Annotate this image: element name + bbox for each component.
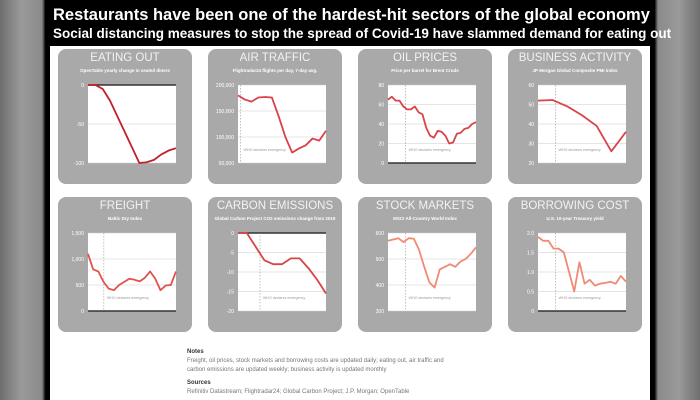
chart-card-air-traffic: AIR TRAFFIC Flightradar24 flights per day… (208, 49, 342, 184)
chart-subtitle: Flightradar24 flights per day, 7-day avg… (232, 68, 318, 73)
series-line (87, 253, 177, 292)
y-tick-label: 20 (528, 161, 534, 167)
chart-title: BORROWING COST (520, 200, 630, 212)
y-tick-label: -10 (227, 270, 234, 276)
chart-subtitle: Price per barrel for Brent Crude (391, 68, 459, 73)
y-tick-label: 80 (378, 83, 384, 89)
chart-svg: 1,500 1,000 500 0 WHO declares emergency (71, 231, 177, 315)
chart-panel: EATING OUT OpenTable yearly change in sea… (50, 46, 650, 400)
y-tick-label: 1,000 (71, 257, 84, 263)
y-tick-label: 50,000 (219, 161, 235, 167)
emergency-label: WHO declares emergency (263, 296, 305, 300)
chart-card-carbon-emissions: CARBON EMISSIONS Global Carbon Project CO… (208, 197, 342, 332)
y-tick-label: 0.5 (527, 290, 534, 296)
chart-subtitle: MSCI All-Country World Index (393, 216, 457, 221)
chart-svg: 0 -50 -100 (74, 83, 177, 167)
y-tick-label: 0 (531, 309, 534, 315)
chart-subtitle: OpenTable yearly change in seated diners (80, 68, 170, 73)
chart-subtitle: U.S. 10-year Treasury yield (546, 216, 604, 221)
chart-svg: 60 50 40 30 20 WHO declares emergency (528, 83, 627, 167)
chart-card-eating-out: EATING OUT OpenTable yearly change in sea… (58, 49, 192, 184)
y-tick-label: 1,500 (71, 231, 84, 237)
series-line (237, 94, 327, 154)
chart-subtitle: Global Carbon Project CO2 emissions chan… (214, 216, 336, 221)
y-tick-label: 50 (528, 103, 534, 109)
chart-svg: 2.0 1.5 1.0 0.5 0 WHO declares emergency (527, 231, 627, 315)
emergency-label: WHO declares emergency (244, 148, 286, 152)
notes-line: Freight, oil prices, stock markets and b… (187, 358, 444, 364)
y-tick-label: -5 (230, 251, 235, 257)
y-tick-label: 1.0 (527, 270, 534, 276)
chart-svg: 200,000 150,000 100,000 50,000 WHO declares … (216, 83, 327, 167)
y-tick-label: -50 (77, 122, 84, 128)
chart-subtitle: Baltic Dry Index (107, 216, 142, 221)
notes: Notes Freight, oil prices, stock markets… (187, 348, 444, 397)
chart-svg: 0 -5 -10 -15 -20 WHO declares emergency (227, 231, 327, 315)
chart-title: BUSINESS ACTIVITY (518, 52, 632, 64)
y-tick-label: 150,000 (216, 109, 234, 115)
y-tick-label: 0 (81, 83, 84, 89)
chart-title: AIR TRAFFIC (239, 52, 311, 64)
emergency-label: WHO declares emergency (409, 296, 451, 300)
y-tick-label: 1.5 (527, 251, 534, 257)
y-tick-label: 60 (378, 103, 384, 109)
page-title: Restaurants have been one of the hardest… (53, 6, 650, 24)
chart-card-stock-markets: STOCK MARKETS MSCI All-Country World Inde… (358, 197, 492, 332)
y-tick-label: 100,000 (216, 135, 234, 141)
y-tick-label: 2.0 (527, 231, 534, 237)
y-tick-label: 60 (528, 83, 534, 89)
y-tick-label: -100 (74, 161, 84, 167)
series-line (387, 237, 477, 289)
chart-card-freight: FREIGHT Baltic Dry Index 1,500 1,000 500 0 WHO… (58, 197, 192, 332)
y-tick-label: 30 (528, 142, 534, 148)
y-tick-label: -20 (227, 309, 234, 315)
notes-heading: Notes (187, 349, 204, 355)
y-tick-label: 400 (376, 283, 385, 289)
emergency-label: WHO declares emergency (559, 296, 601, 300)
y-tick-label: 500 (76, 283, 85, 289)
y-tick-label: 0 (81, 309, 84, 315)
y-tick-label: -15 (227, 290, 234, 296)
series-line (387, 95, 477, 145)
chart-svg: 80 60 40 20 0 WHO declares emergency (378, 83, 477, 167)
chart-card-business-activity: BUSINESS ACTIVITY JP Morgan Global Compos… (508, 49, 642, 184)
chart-card-oil-prices: OIL PRICES Price per barrel for Brent Cru… (358, 49, 492, 184)
y-tick-label: 20 (378, 142, 384, 148)
page-subtitle: Social distancing measures to stop the s… (53, 26, 672, 41)
plot-area (88, 233, 176, 311)
y-tick-label: 0 (231, 231, 234, 237)
y-tick-label: 40 (378, 122, 384, 128)
y-tick-label: 600 (376, 231, 385, 237)
sources-text: Refinitiv Datastream; Flightradar24; Glo… (187, 389, 410, 395)
emergency-label: WHO declares emergency (409, 148, 451, 152)
chart-title: FREIGHT (99, 200, 151, 212)
plot-area (388, 233, 476, 311)
y-tick-label: 40 (528, 122, 534, 128)
chart-title: STOCK MARKETS (375, 200, 475, 212)
chart-subtitle: JP Morgan Global Composite PMI index (532, 68, 618, 73)
y-tick-label: 300 (376, 309, 385, 315)
emergency-label: WHO declares emergency (559, 148, 601, 152)
header: Restaurants have been one of the hardest… (45, 0, 671, 45)
chart-card-borrowing-cost: BORROWING COST U.S. 10-year Treasury yiel… (508, 197, 642, 332)
y-tick-label: 0 (381, 161, 384, 167)
sources-heading: Sources (187, 380, 211, 386)
notes-line: carbon emissions are updated weekly; bus… (187, 367, 387, 373)
emergency-label: WHO declares emergency (107, 296, 149, 300)
chart-title: OIL PRICES (392, 52, 458, 64)
chart-title: EATING OUT (90, 52, 160, 64)
chart-svg: 600 500 400 300 WHO declares emergency (376, 231, 477, 315)
chart-title: CARBON EMISSIONS (216, 200, 334, 212)
y-tick-label: 200,000 (216, 83, 234, 89)
series-line (537, 236, 627, 293)
y-tick-label: 500 (376, 257, 385, 263)
